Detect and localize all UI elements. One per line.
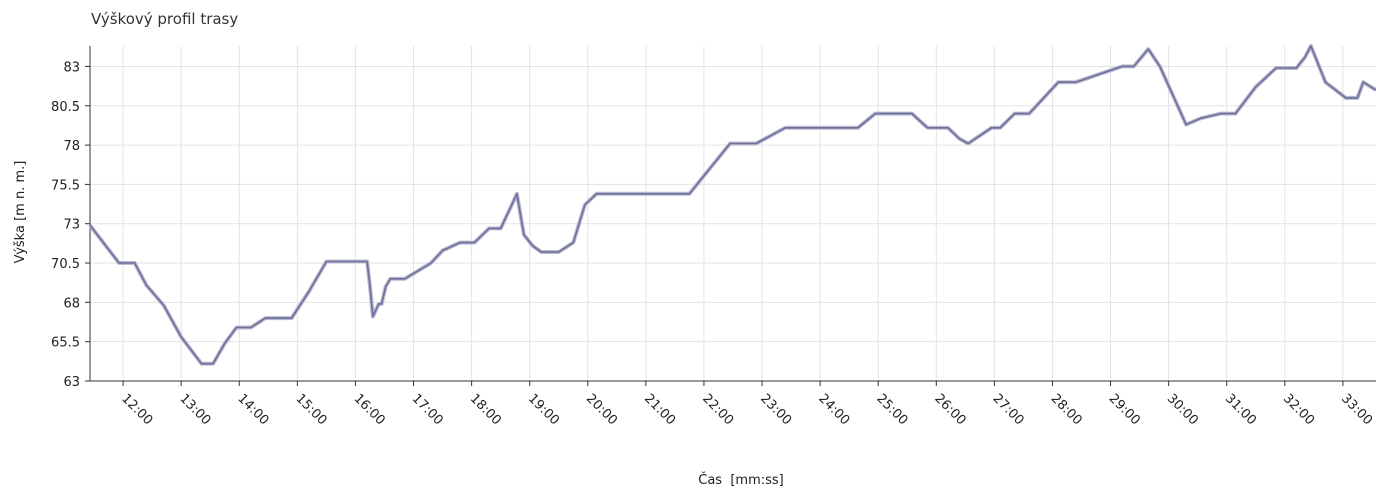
x-tick-label: 23:00	[757, 391, 794, 428]
x-tick-label: 30:00	[1164, 391, 1201, 428]
x-tick-label: 22:00	[699, 391, 736, 428]
grid	[90, 46, 1376, 381]
x-tick-label: 25:00	[873, 391, 910, 428]
y-tick-label: 75.5	[51, 178, 80, 193]
x-tick-label: 14:00	[234, 391, 271, 428]
x-tick-label: 27:00	[990, 391, 1027, 428]
y-tick-label: 73	[63, 218, 80, 233]
x-tick-label: 20:00	[583, 391, 620, 428]
x-tick-label: 17:00	[409, 391, 446, 428]
y-tick-label: 70.5	[51, 257, 80, 272]
series-line	[89, 45, 1376, 365]
y-tick-label: 78	[63, 139, 80, 154]
x-tick-label: 21:00	[641, 391, 678, 428]
x-tick-label: 16:00	[351, 391, 388, 428]
y-axis-title: Výška [m n. m.]	[13, 161, 28, 264]
x-tick-label: 12:00	[118, 391, 155, 428]
x-tick-label: 29:00	[1106, 391, 1143, 428]
x-tick-label: 13:00	[176, 391, 213, 428]
y-tick-label: 63	[63, 375, 80, 390]
x-tick-label: 28:00	[1048, 391, 1085, 428]
x-axis-title: Čas [mm:ss]	[698, 472, 783, 488]
x-ticks: 12:00 13:00 14:00 15:00 16:00 17:00 18:00 19:00…	[118, 381, 1375, 428]
x-tick-label: 33:00	[1338, 391, 1375, 428]
y-tick-label: 65.5	[51, 336, 80, 351]
x-tick-label: 32:00	[1280, 391, 1317, 428]
x-tick-label: 19:00	[525, 391, 562, 428]
y-tick-label: 80.5	[51, 100, 80, 115]
x-tick-label: 24:00	[815, 391, 852, 428]
y-tick-label: 83	[63, 60, 80, 75]
series	[88, 44, 1376, 366]
x-tick-label: 26:00	[931, 391, 968, 428]
axes	[89, 46, 1376, 382]
x-tick-label: 31:00	[1222, 391, 1259, 428]
x-tick-label: 15:00	[293, 391, 330, 428]
x-tick-label: 18:00	[467, 391, 504, 428]
chart-title: Výškový profil trasy	[91, 10, 239, 28]
y-ticks: 63 65.5 68 70.5 73 75.5 78 80.5 83	[51, 60, 90, 390]
y-tick-label: 68	[63, 296, 80, 311]
series-line-shadow	[88, 44, 1376, 366]
